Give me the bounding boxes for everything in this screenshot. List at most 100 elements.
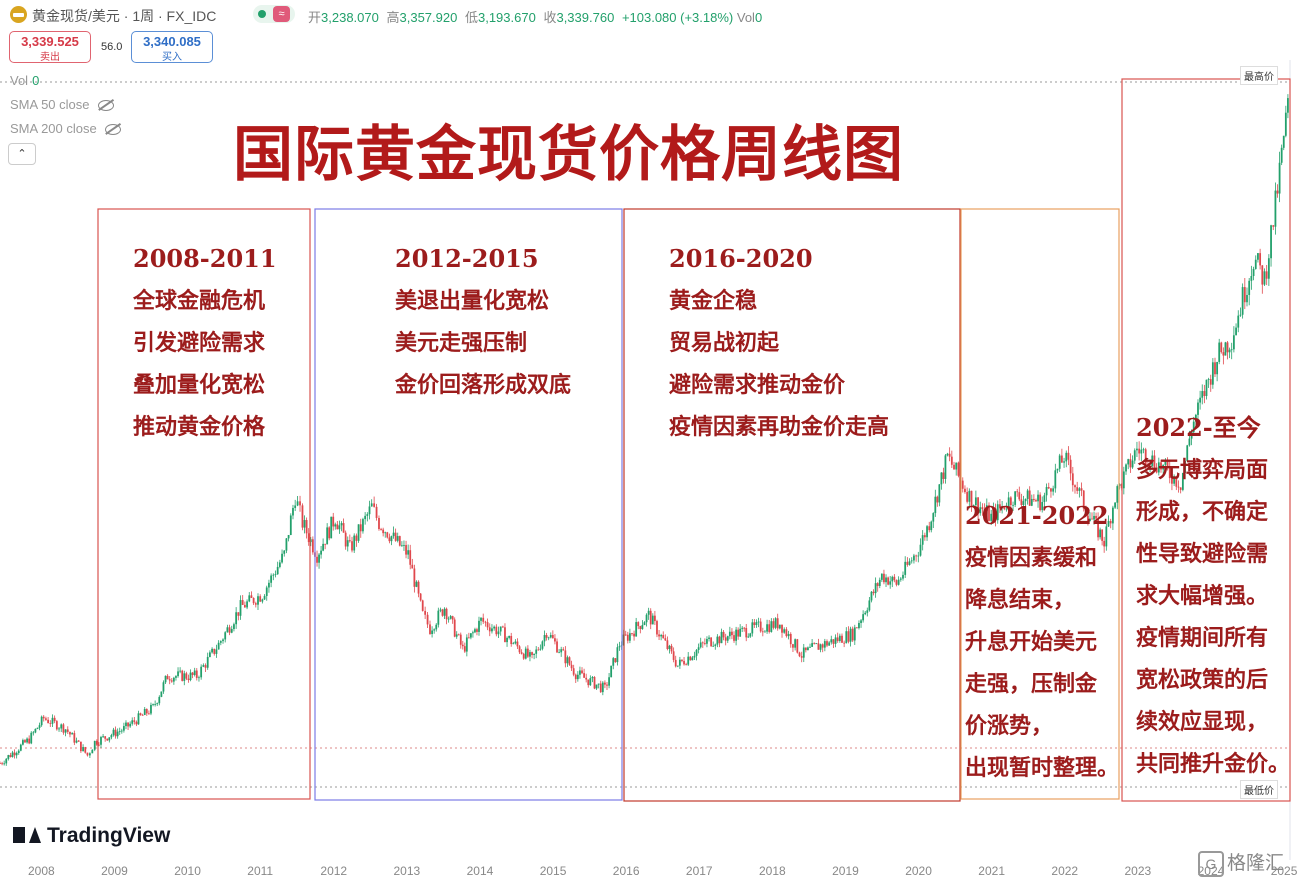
candle-body — [774, 618, 777, 628]
sell-button[interactable]: 3,339.525 卖出 — [9, 31, 91, 63]
hidden-eye-icon[interactable] — [104, 124, 121, 136]
candle-body — [813, 643, 816, 644]
candle-body — [992, 508, 995, 514]
candle-body — [1197, 402, 1199, 415]
candle-body — [637, 622, 640, 627]
hidden-eye-icon[interactable] — [97, 100, 114, 112]
candle-body — [950, 456, 953, 465]
annotation-2021-2022: 2021-2022 疫情因素缓和 降息结束， 升息开始美元 走强，压制金 价涨势… — [965, 495, 1119, 789]
candle-body — [570, 664, 573, 669]
candle-body — [524, 648, 527, 659]
candle-body — [747, 636, 750, 638]
candle-body — [533, 653, 536, 655]
candle-body — [497, 631, 500, 635]
year-tick-label: 2020 — [905, 864, 932, 878]
candle-body — [1041, 501, 1044, 511]
candle-body — [1093, 515, 1095, 520]
candle-body — [1067, 452, 1070, 460]
candle-body — [1181, 472, 1184, 490]
tradingview-logo[interactable]: TradingView — [13, 824, 170, 848]
annotation-line: 金价回落形成双底 — [395, 372, 572, 397]
candle-body — [172, 677, 175, 682]
year-tick-label: 2011 — [247, 864, 274, 878]
candle-body — [770, 621, 773, 632]
candle-body — [826, 641, 828, 646]
candle-body — [551, 635, 554, 639]
candle-body — [281, 553, 283, 563]
candle-body — [501, 626, 504, 628]
candle-body — [522, 653, 525, 659]
sma50-indicator[interactable]: SMA 50 close — [10, 97, 114, 112]
candle-body — [73, 733, 76, 743]
candle-body — [488, 627, 491, 632]
candle-body — [1089, 518, 1091, 521]
candle-body — [745, 628, 748, 638]
candle-body — [1131, 460, 1134, 468]
candle-body — [1151, 455, 1154, 466]
candle-body — [672, 651, 675, 660]
candle-body — [426, 614, 429, 625]
candle-body — [514, 641, 517, 644]
candle-body — [1257, 253, 1259, 260]
candle-body — [133, 720, 136, 722]
annotation-line: 疫情因素再助金价走高 — [669, 414, 890, 439]
chart-title: 国际黄金现货价格周线图 — [233, 120, 904, 190]
candle-body — [394, 532, 397, 541]
candle-body — [437, 610, 440, 625]
candle-body — [22, 740, 24, 745]
candle-body — [156, 703, 159, 705]
candle-body — [722, 631, 725, 638]
candle-body — [1103, 540, 1106, 547]
candle-body — [219, 641, 222, 643]
candle-body — [154, 704, 157, 705]
candle-body — [328, 527, 331, 539]
candle-body — [996, 504, 999, 521]
candle-body — [761, 631, 764, 633]
candle-body — [98, 744, 100, 746]
candle-body — [1243, 287, 1246, 303]
candle-body — [658, 634, 660, 637]
candle-body — [1155, 467, 1158, 473]
high-label: 高 — [386, 10, 400, 25]
market-status-toggle[interactable]: ≈ — [253, 5, 295, 23]
candle-body — [400, 545, 403, 547]
candle-body — [983, 509, 986, 511]
annotation-line: 美退出量化宽松 — [395, 288, 550, 313]
annotation-line: 疫情因素缓和 — [965, 545, 1098, 570]
collapse-indicators-button[interactable]: ⌃ — [8, 143, 36, 165]
symbol-title[interactable]: 黄金现货/美元 · 1周 · FX_IDC — [32, 8, 217, 24]
candle-body — [656, 621, 658, 635]
candle-body — [1101, 529, 1104, 541]
annotation-line: 疫情期间所有 — [1136, 625, 1269, 650]
candle-body — [1192, 421, 1195, 433]
candle-body — [724, 637, 727, 641]
candle-body — [1116, 486, 1119, 503]
candle-body — [77, 740, 80, 742]
candle-body — [635, 622, 638, 637]
candle-body — [160, 691, 163, 697]
sma200-indicator[interactable]: SMA 200 close — [10, 121, 121, 136]
buy-button[interactable]: 3,340.085 买入 — [131, 31, 213, 63]
annotation-line: 共同推升金价。 — [1136, 751, 1291, 776]
candle-body — [17, 750, 20, 753]
candle-body — [585, 677, 588, 680]
volume-indicator[interactable]: Vol 0 — [10, 73, 39, 88]
candle-body — [1188, 438, 1191, 446]
candle-body — [299, 501, 301, 506]
candle-body — [116, 731, 119, 737]
candle-body — [862, 614, 865, 621]
candle-body — [716, 636, 719, 645]
candle-body — [484, 621, 487, 623]
annotation-line: 降息结束， — [965, 587, 1076, 612]
candle-body — [1162, 464, 1165, 470]
candle-body — [289, 515, 292, 535]
candle-body — [543, 635, 546, 642]
candle-body — [1127, 459, 1130, 465]
candle-body — [474, 629, 476, 633]
candle-body — [955, 462, 958, 470]
candle-body — [15, 752, 18, 756]
candle-body — [1080, 488, 1083, 491]
candle-body — [318, 554, 320, 563]
candle-body — [720, 631, 723, 644]
